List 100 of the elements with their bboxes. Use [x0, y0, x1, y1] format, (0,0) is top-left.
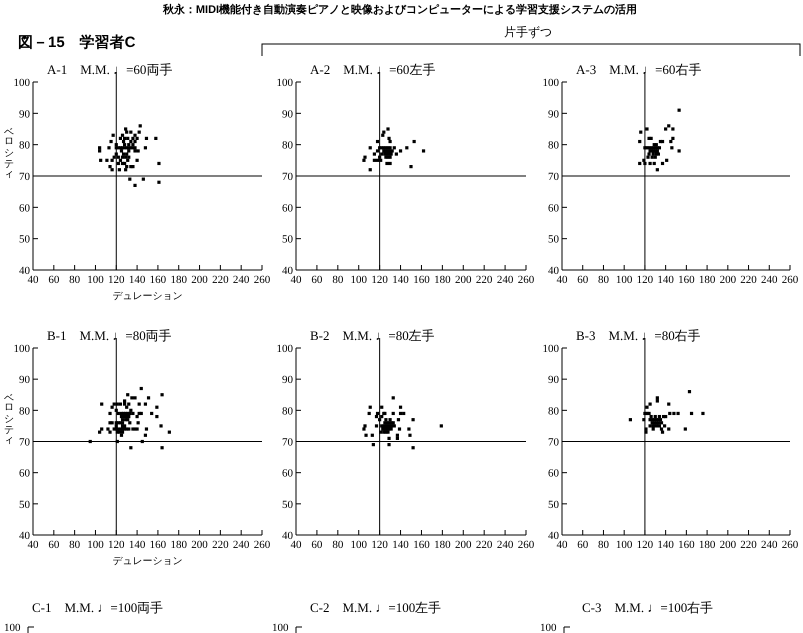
x-tick-label: 180	[434, 274, 452, 286]
y-tick-label: 100	[542, 77, 560, 89]
x-tick-label: 160	[413, 539, 430, 551]
x-tick-label: 160	[678, 274, 696, 286]
x-tick-label: 80	[69, 274, 81, 286]
x-tick-label: 260	[254, 274, 271, 286]
x-tick-label: 100	[350, 539, 368, 551]
y-tick-label: 80	[19, 405, 30, 418]
y-tick-label: 90	[548, 374, 560, 386]
x-tick-label: 240	[232, 539, 250, 551]
y-tick-label: 40	[19, 530, 30, 542]
x-tick-label: 120	[108, 274, 126, 286]
y-tick-label: 50	[548, 234, 560, 246]
text: 秋永：MIDI機能付き自動演奏ピアノと映像およびコンピューターによる学習支援システムの活用	[162, 3, 638, 16]
x-tick-label: 120	[108, 539, 126, 551]
x-tick-label: 80	[332, 274, 344, 286]
y-tick-label: 100	[542, 343, 560, 355]
x-tick-label: 40	[290, 539, 302, 551]
y-tick-label: 60	[282, 202, 294, 214]
chart-title: A-2 M.M. ♩=60左手	[310, 62, 436, 77]
x-tick-label: 40	[28, 539, 39, 551]
x-tick-label: 120	[371, 539, 388, 551]
x-tick-label: 140	[128, 539, 146, 551]
x-tick-label: 140	[392, 274, 410, 286]
text: 片手ずつ	[504, 25, 552, 39]
x-tick-label: 140	[392, 539, 410, 551]
x-tick-label: 200	[455, 539, 472, 551]
x-tick-label: 180	[170, 274, 188, 286]
x-tick-label: 60	[48, 539, 60, 551]
x-tick-label: 240	[232, 274, 250, 286]
y-tick-label: 80	[548, 405, 560, 418]
y-tick-label: 100	[276, 343, 294, 355]
chart-title: B-3 M.M. ♩=80右手	[576, 328, 701, 343]
x-tick-label: 100	[87, 274, 104, 286]
x-tick-label: 220	[476, 539, 493, 551]
y-tick-label: 40	[548, 265, 560, 277]
x-tick-label: 260	[782, 274, 799, 286]
x-tick-label: 220	[476, 274, 493, 286]
x-tick-label: 100	[616, 539, 633, 551]
x-tick-label: 220	[212, 274, 230, 286]
y-tick-label: 70	[548, 436, 560, 448]
text: C-1 M.M. ♩=100両手	[32, 600, 164, 615]
x-tick-label: 260	[782, 539, 799, 551]
x-tick-label: 120	[636, 539, 654, 551]
x-tick-label: 180	[170, 539, 188, 551]
x-tick-label: 240	[761, 539, 778, 551]
y-tick-label: 70	[19, 436, 30, 448]
x-tick-label: 200	[191, 539, 208, 551]
y-tick-label: 70	[19, 171, 30, 183]
x-tick-label: 120	[636, 274, 654, 286]
x-tick-label: 200	[191, 274, 208, 286]
x-tick-label: 100	[350, 274, 368, 286]
x-tick-label: 40	[290, 274, 302, 286]
x-tick-label: 100	[87, 539, 104, 551]
y-tick-label: 40	[19, 265, 30, 277]
y-tick-label: 100	[14, 77, 30, 89]
x-tick-label: 60	[577, 539, 589, 551]
y-tick-label: 40	[282, 530, 294, 542]
chart-title: B-1 M.M. ♩=80両手	[47, 328, 172, 343]
x-tick-label: 160	[150, 274, 167, 286]
x-tick-label: 60	[311, 274, 323, 286]
x-tick-label: 240	[496, 274, 514, 286]
x-tick-label: 80	[332, 539, 344, 551]
y-tick-label: 40	[548, 530, 560, 542]
y-tick-label: 80	[282, 140, 294, 152]
y-tick-label: 50	[548, 498, 560, 511]
x-tick-label: 200	[720, 274, 737, 286]
x-tick-label: 240	[761, 274, 778, 286]
y-tick-label: 50	[19, 498, 30, 511]
y-tick-label: 80	[548, 140, 560, 152]
y-tick-label: 90	[548, 108, 560, 120]
chart-title: A-3 M.M. ♩=60右手	[576, 62, 702, 77]
x-tick-label: 220	[212, 539, 230, 551]
x-tick-label: 140	[128, 274, 146, 286]
x-tick-label: 40	[556, 539, 568, 551]
x-tick-label: 100	[616, 274, 633, 286]
y-tick-label: 60	[548, 202, 560, 214]
text: C-3 M.M. ♩=100右手	[582, 600, 714, 615]
y-tick-label: 70	[548, 171, 560, 183]
x-tick-label: 240	[496, 539, 514, 551]
x-tick-label: 200	[720, 539, 737, 551]
x-tick-label: 60	[311, 539, 323, 551]
y-tick-label: 90	[282, 108, 294, 120]
x-tick-label: 80	[598, 539, 610, 551]
x-tick-label: 180	[698, 539, 716, 551]
x-tick-label: 260	[254, 539, 271, 551]
y-tick-label: 50	[19, 234, 30, 246]
y-axis-title: ベロシティ	[2, 386, 14, 445]
x-tick-label: 260	[518, 539, 535, 551]
y-tick-label: 100	[14, 343, 30, 355]
x-tick-label: 200	[455, 274, 472, 286]
x-tick-label: 180	[434, 539, 452, 551]
x-tick-label: 40	[28, 274, 39, 286]
x-tick-label: 220	[740, 274, 758, 286]
y-tick-label: 80	[282, 405, 294, 418]
y-tick-label: 100	[276, 77, 294, 89]
x-axis-title: デュレーション	[112, 291, 182, 302]
text: C-2 M.M. ♩=100左手	[310, 600, 442, 615]
text: 100	[4, 622, 21, 633]
y-tick-label: 50	[282, 498, 294, 511]
